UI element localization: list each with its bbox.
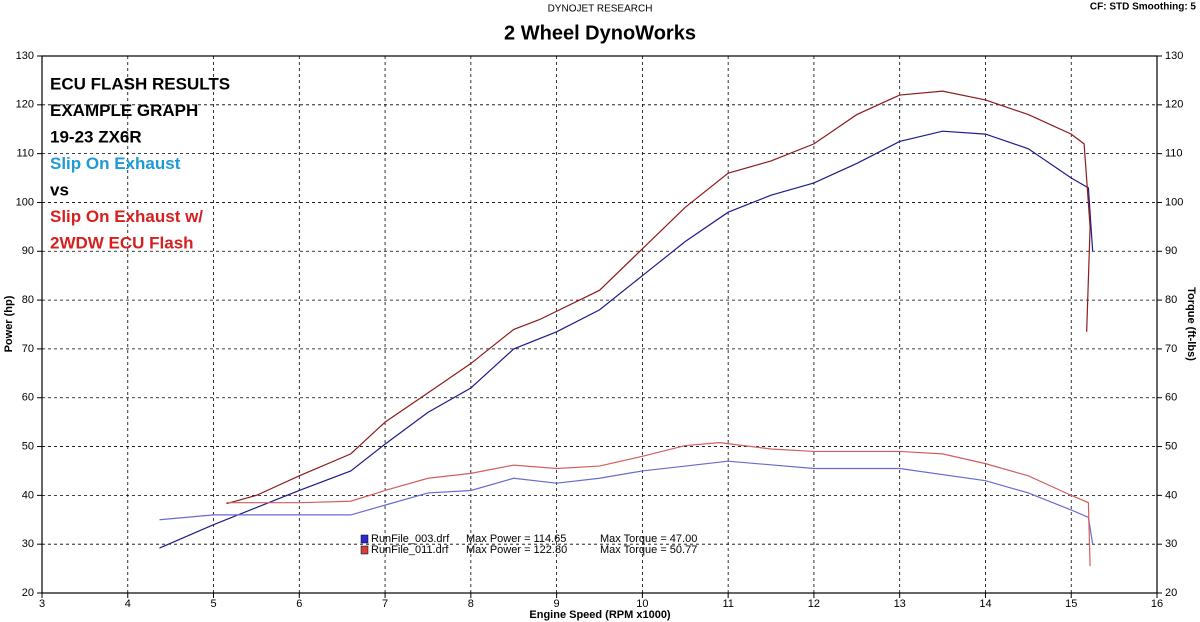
x-tick-label: 3 bbox=[39, 598, 45, 610]
y2-tick-label: 70 bbox=[1165, 343, 1177, 355]
annotation: vs bbox=[50, 180, 69, 199]
plot-frame bbox=[41, 55, 1158, 594]
x-tick-label: 10 bbox=[636, 598, 648, 610]
legend-swatch bbox=[360, 534, 369, 544]
y-tick-label: 90 bbox=[22, 245, 34, 257]
y-tick-label: 120 bbox=[16, 99, 34, 111]
y2-tick-label: 130 bbox=[1165, 50, 1183, 62]
annotation: 2WDW ECU Flash bbox=[50, 233, 194, 252]
x-tick-label: 6 bbox=[296, 598, 302, 610]
annotation: ECU FLASH RESULTS bbox=[50, 74, 230, 93]
x-tick-label: 12 bbox=[808, 598, 820, 610]
chart-title: 2 Wheel DynoWorks bbox=[504, 22, 696, 44]
y-axis-label: Power (hp) bbox=[3, 295, 15, 352]
annotation: Slip On Exhaust w/ bbox=[50, 207, 203, 226]
y-tick-label: 50 bbox=[22, 440, 34, 452]
y2-tick-label: 40 bbox=[1165, 489, 1177, 501]
y2-tick-label: 20 bbox=[1165, 587, 1177, 599]
y2-tick-label: 30 bbox=[1165, 538, 1177, 550]
legend-swatch bbox=[360, 545, 369, 555]
y2-tick-label: 120 bbox=[1165, 99, 1183, 111]
header: DYNOJET RESEARCH bbox=[548, 4, 653, 15]
y2-axis-label: Torque (ft-lbs) bbox=[1185, 287, 1197, 361]
x-tick-label: 15 bbox=[1065, 598, 1077, 610]
x-tick-label: 14 bbox=[979, 598, 991, 610]
series-line bbox=[226, 90, 1091, 505]
series-line bbox=[159, 130, 1094, 549]
y-tick-label: 20 bbox=[22, 587, 34, 599]
annotation: EXAMPLE GRAPH bbox=[50, 101, 198, 120]
y2-tick-label: 80 bbox=[1165, 294, 1177, 306]
x-tick-label: 8 bbox=[468, 598, 474, 610]
y-tick-label: 30 bbox=[22, 538, 34, 550]
y-tick-label: 100 bbox=[16, 196, 34, 208]
legend-power: Max Power = 122.80 bbox=[466, 544, 567, 556]
legend-power: Max Power = 114.65 bbox=[466, 533, 566, 545]
y2-tick-label: 90 bbox=[1165, 245, 1177, 257]
y-tick-label: 40 bbox=[22, 489, 34, 501]
y-tick-label: 130 bbox=[16, 50, 34, 62]
legend-file: RunFile_003.drf bbox=[371, 533, 450, 545]
y2-tick-label: 60 bbox=[1165, 392, 1177, 404]
y-tick-label: 60 bbox=[22, 392, 34, 404]
legend-file: RunFile_011.drf bbox=[371, 544, 449, 556]
legend-torque: Max Torque = 50.77 bbox=[600, 544, 697, 556]
y-tick-label: 110 bbox=[16, 148, 34, 160]
x-tick-label: 13 bbox=[894, 598, 906, 610]
series-line bbox=[159, 460, 1094, 545]
y-tick-label: 80 bbox=[22, 294, 34, 306]
x-tick-label: 7 bbox=[382, 598, 388, 610]
series-line bbox=[226, 442, 1091, 567]
y2-tick-label: 110 bbox=[1165, 148, 1183, 160]
x-tick-label: 11 bbox=[722, 598, 733, 610]
legend-torque: Max Torque = 47.00 bbox=[600, 533, 697, 545]
y-tick-label: 70 bbox=[22, 343, 34, 355]
annotation: Slip On Exhaust bbox=[50, 154, 181, 173]
annotation: 19-23 ZX6R bbox=[50, 127, 142, 146]
x-axis-label: Engine Speed (RPM x1000) bbox=[529, 609, 671, 621]
y2-tick-label: 100 bbox=[1165, 196, 1183, 208]
x-tick-label: 9 bbox=[554, 598, 560, 610]
settings-label: CF: STD Smoothing: 5 bbox=[1090, 2, 1197, 13]
x-tick-label: 4 bbox=[125, 598, 131, 610]
y2-tick-label: 50 bbox=[1165, 440, 1177, 452]
x-tick-label: 16 bbox=[1151, 598, 1163, 610]
x-tick-label: 5 bbox=[210, 598, 216, 610]
